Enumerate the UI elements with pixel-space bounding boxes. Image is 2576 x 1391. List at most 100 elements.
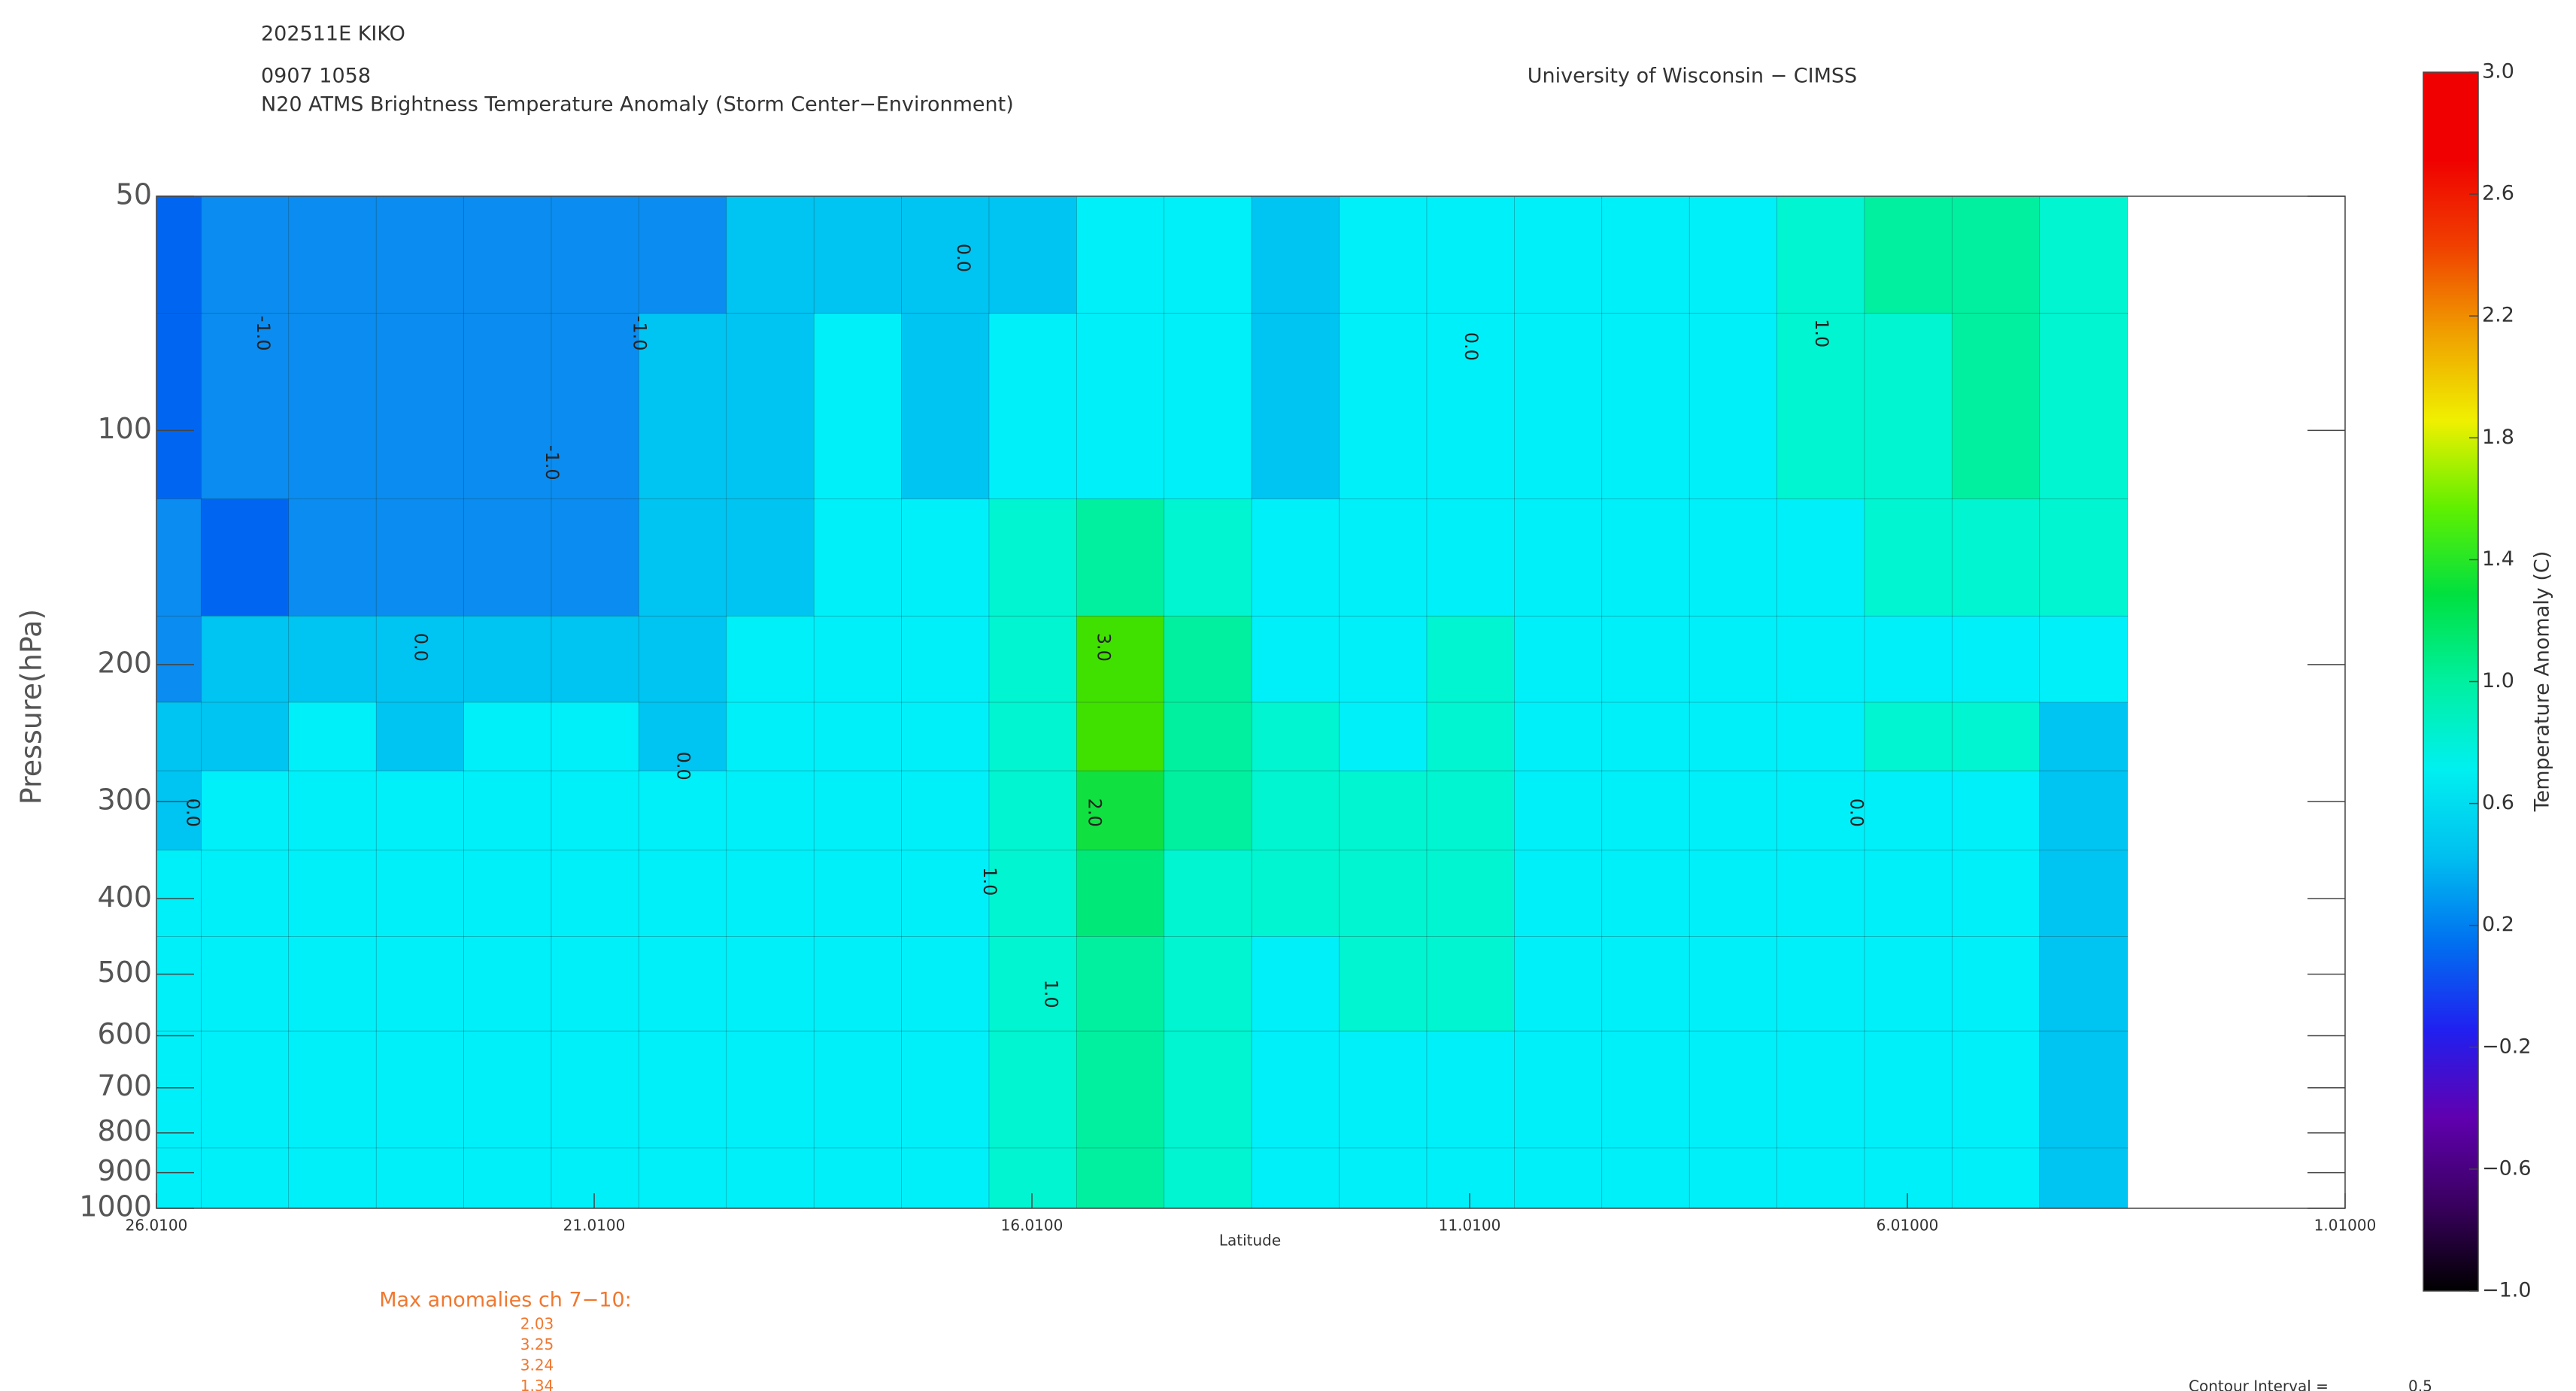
max-anomaly: 3.24 (520, 1356, 554, 1374)
max-anomalies-title: Max anomalies ch 7−10: (379, 1289, 631, 1312)
y-tick-label: 300 (97, 783, 152, 817)
field-cell (551, 615, 640, 703)
field-cell (1864, 770, 1953, 851)
field-cell (1514, 1147, 1603, 1208)
field-cell (988, 850, 1078, 938)
field-cell (1514, 499, 1603, 617)
field-cell (988, 196, 1078, 314)
field-cell (1864, 196, 1953, 314)
field-cell (1776, 850, 1865, 938)
field-cell (639, 499, 727, 617)
field-cell (1689, 702, 1778, 771)
field-cell (901, 770, 990, 851)
field-cell (639, 1030, 727, 1149)
field-cell (988, 615, 1078, 703)
field-cell (726, 313, 815, 500)
field-cell (156, 196, 202, 314)
field-cell (813, 1147, 903, 1208)
field-cell (1689, 313, 1778, 500)
field-cell (1864, 1030, 1953, 1149)
field-cell (1601, 196, 1690, 314)
field (156, 196, 2128, 1208)
title: 202511E KIKO (261, 23, 405, 46)
field-cell (1776, 1147, 1865, 1208)
field-cell (1952, 499, 2040, 617)
field-cell (2039, 499, 2128, 617)
field-cell (813, 770, 903, 851)
field-cell (201, 615, 290, 703)
x-tick-label: 26.0100 (126, 1217, 188, 1235)
field-cell (1776, 936, 1865, 1032)
field-cell (901, 196, 990, 314)
field-cell (1776, 702, 1865, 771)
field-cell (1776, 770, 1865, 851)
field-cell (156, 702, 202, 771)
field-cell (1952, 850, 2040, 938)
field-cell (726, 1147, 815, 1208)
y-tick-label: 50 (116, 178, 152, 211)
field-cell (375, 850, 465, 938)
field-cell (1339, 770, 1428, 851)
y-tick-label: 400 (97, 880, 152, 914)
max-anomaly: 2.03 (520, 1315, 554, 1333)
field-cell (639, 313, 727, 500)
field-cell (2039, 770, 2128, 851)
contour-label: 1.0 (1811, 319, 1832, 347)
field-cell (288, 936, 377, 1032)
field-cell (2039, 1030, 2128, 1149)
field-cell (288, 196, 377, 314)
max-anomaly: 3.25 (520, 1335, 554, 1353)
colorbar-tick-label: 3.0 (2482, 60, 2514, 83)
field-cell (1689, 615, 1778, 703)
field-cell (1426, 936, 1516, 1032)
field-cell (1251, 313, 1340, 500)
field-cell (1864, 702, 1953, 771)
field-cell (1164, 196, 1252, 314)
field-cell (1251, 1147, 1340, 1208)
field-cell (1426, 1030, 1516, 1149)
field-cell (813, 499, 903, 617)
colorbar-label: Temperature Anomaly (C) (2531, 551, 2554, 813)
field-cell (1076, 770, 1165, 851)
field-cell (1251, 936, 1340, 1032)
field-cell (551, 936, 640, 1032)
field-cell (1952, 615, 2040, 703)
field-cell (726, 499, 815, 617)
field-cell (639, 1147, 727, 1208)
field-cell (463, 850, 552, 938)
colorbar-tick-label: 0.2 (2482, 913, 2514, 936)
contour-label: 1.0 (979, 867, 1000, 896)
field-cell (1601, 936, 1690, 1032)
field-cell (375, 196, 465, 314)
contour-label: 3.0 (1093, 633, 1114, 662)
contour-label: 0.0 (953, 244, 974, 272)
field-cell (1864, 313, 1953, 500)
field-cell (1339, 702, 1428, 771)
field-cell (288, 615, 377, 703)
field-cell (1426, 702, 1516, 771)
field-cell (201, 936, 290, 1032)
field-cell (726, 936, 815, 1032)
field-cell (1776, 313, 1865, 500)
field-cell (1864, 1147, 1953, 1208)
credit: University of Wisconsin − CIMSS (1528, 65, 1857, 88)
field-cell (1601, 702, 1690, 771)
field-cell (1164, 702, 1252, 771)
field-cell (375, 936, 465, 1032)
field-cell (551, 1030, 640, 1149)
field-cell (988, 702, 1078, 771)
field-cell (201, 770, 290, 851)
field-cell (813, 196, 903, 314)
y-tick-label: 800 (97, 1114, 152, 1147)
field-cell (639, 702, 727, 771)
field-cell (1426, 313, 1516, 500)
field-cell (1952, 936, 2040, 1032)
field-cell (156, 936, 202, 1032)
field-cell (813, 850, 903, 938)
y-tick-label: 600 (97, 1017, 152, 1050)
contour-label: 1.0 (1040, 980, 1061, 1008)
field-cell (201, 850, 290, 938)
field-cell (1339, 850, 1428, 938)
field-cell (288, 702, 377, 771)
x-axis-label: Latitude (1219, 1232, 1281, 1250)
